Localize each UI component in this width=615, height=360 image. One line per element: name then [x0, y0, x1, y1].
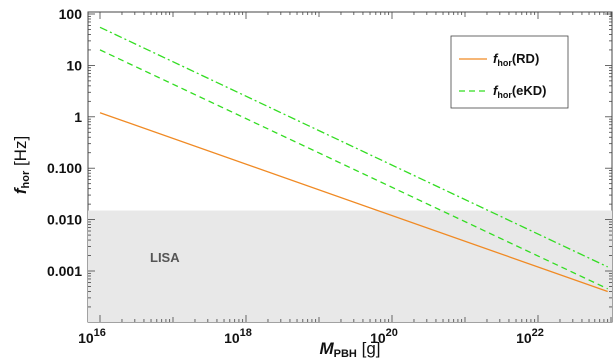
y-tick-label: 1: [74, 109, 82, 125]
series-line-2: [99, 26, 608, 268]
series-line-0: [99, 112, 608, 293]
x-tick-label: 1020: [370, 327, 398, 346]
lisa-region: [88, 210, 612, 322]
y-tick-label: 10: [66, 57, 82, 73]
y-axis-title: fhor [Hz]: [11, 136, 32, 194]
y-tick-label: 0.010: [47, 212, 82, 228]
y-tick-label: 0.001: [47, 263, 82, 279]
lisa-region-label: LISA: [150, 250, 180, 265]
x-tick-label: 1016: [78, 327, 106, 346]
x-tick-label: 1022: [516, 327, 544, 346]
series-line-1: [99, 49, 608, 290]
y-tick-label: 100: [59, 6, 83, 22]
legend-label-0: fhor(RD): [493, 51, 539, 68]
x-tick-label: 1018: [224, 327, 252, 346]
legend-box: [450, 35, 569, 109]
x-axis-title: MPBH [g]: [319, 339, 380, 360]
y-tick-label: 0.100: [47, 160, 82, 176]
legend-label-1: fhor(eKD): [493, 83, 547, 100]
